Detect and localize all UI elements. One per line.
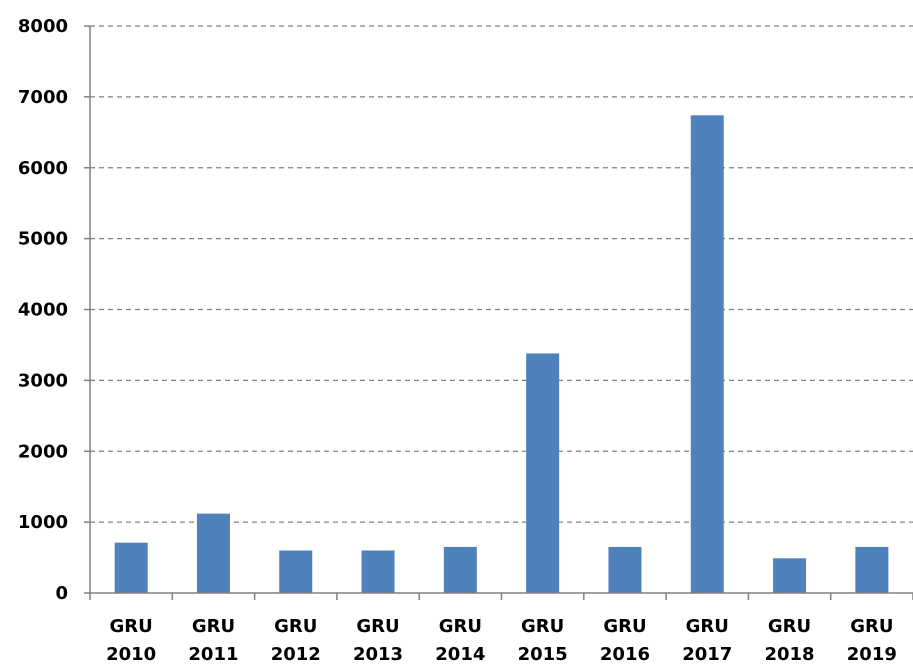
- x-category-label-line: 2010: [106, 644, 156, 665]
- x-category-label-line: GRU: [850, 616, 893, 637]
- x-category-label-line: GRU: [521, 616, 564, 637]
- x-category-label: GRU 2018: [764, 616, 814, 665]
- y-axis-tick-labels: 0 1000 2000 3000 4000 5000 6000 7000 8000: [18, 16, 68, 604]
- x-category-label-line: GRU: [110, 616, 153, 637]
- x-category-label-line: GRU: [768, 616, 811, 637]
- x-category-label-line: GRU: [274, 616, 317, 637]
- y-tick-label: 0: [55, 583, 68, 604]
- bar: [114, 542, 148, 593]
- x-category-label-line: GRU: [686, 616, 729, 637]
- x-category-label-line: 2013: [353, 644, 403, 665]
- y-tick-label: 3000: [18, 370, 68, 391]
- bar: [773, 558, 807, 593]
- y-tick-label: 1000: [18, 512, 68, 533]
- x-category-label: GRU 2010: [106, 616, 156, 665]
- bars: [114, 115, 889, 594]
- x-category-label-line: 2019: [847, 644, 897, 665]
- bar: [690, 115, 724, 594]
- y-tick-label: 2000: [18, 441, 68, 462]
- x-category-label-line: GRU: [603, 616, 646, 637]
- y-tick-label: 6000: [18, 158, 68, 179]
- bar: [526, 353, 560, 593]
- x-category-label-line: 2014: [435, 644, 485, 665]
- x-category-label-line: 2016: [600, 644, 650, 665]
- y-tick-label: 5000: [18, 229, 68, 250]
- x-category-label-line: GRU: [356, 616, 399, 637]
- bar: [279, 550, 313, 593]
- x-category-label-line: GRU: [192, 616, 235, 637]
- x-category-label: GRU 2015: [518, 616, 568, 665]
- y-tick-label: 4000: [18, 300, 68, 321]
- x-axis-category-labels: GRU 2010 GRU 2011 GRU 2012 GRU 2013 GRU 2014 GRU 20…: [106, 616, 897, 665]
- x-category-label-line: 2011: [188, 644, 238, 665]
- x-category-label: GRU 2014: [435, 616, 485, 665]
- x-category-label-line: 2015: [518, 644, 568, 665]
- x-category-label: GRU 2011: [188, 616, 238, 665]
- bar: [608, 546, 642, 593]
- bar: [196, 513, 230, 593]
- y-tick-label: 8000: [18, 16, 68, 37]
- x-category-label-line: 2018: [764, 644, 814, 665]
- x-category-label-line: 2012: [271, 644, 321, 665]
- bar: [443, 546, 477, 593]
- axes: [84, 25, 913, 600]
- y-tick-label: 7000: [18, 87, 68, 108]
- bar: [361, 550, 395, 593]
- x-category-label: GRU 2017: [682, 616, 732, 665]
- x-category-label: GRU 2013: [353, 616, 403, 665]
- x-category-label: GRU 2012: [271, 616, 321, 665]
- x-category-label-line: GRU: [439, 616, 482, 637]
- bar: [855, 546, 889, 593]
- gridlines: [90, 25, 913, 523]
- x-category-label-line: 2017: [682, 644, 732, 665]
- x-category-label: GRU 2019: [847, 616, 897, 665]
- x-category-label: GRU 2016: [600, 616, 650, 665]
